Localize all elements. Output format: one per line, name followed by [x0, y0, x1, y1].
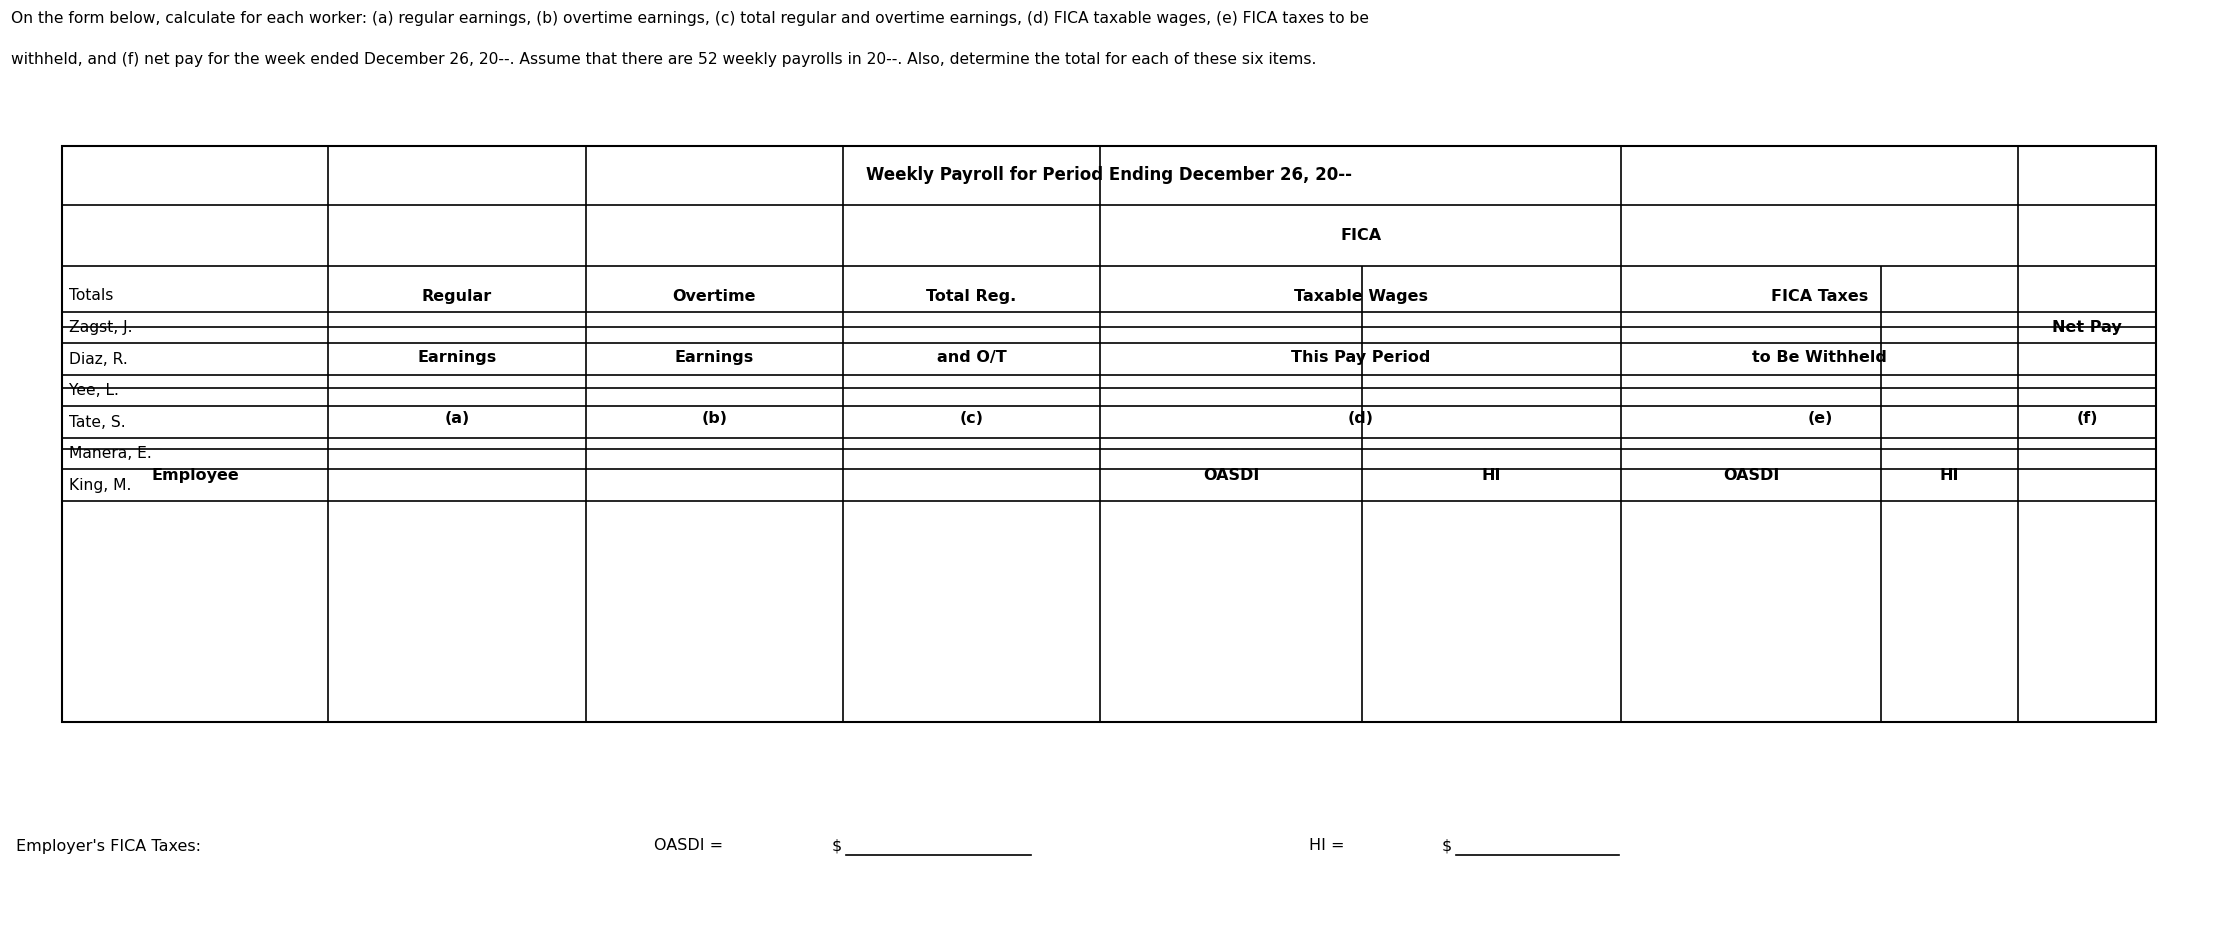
Text: Manera, E.: Manera, E.: [69, 446, 151, 462]
Text: This Pay Period: This Pay Period: [1291, 351, 1431, 365]
Text: (c): (c): [960, 412, 983, 426]
Text: (f): (f): [2076, 412, 2098, 426]
Text: OASDI: OASDI: [1723, 468, 1779, 482]
Bar: [62, 146, 2156, 722]
Text: Total Reg.: Total Reg.: [927, 290, 1016, 304]
Text: HI: HI: [1941, 468, 1958, 482]
Text: $: $: [832, 838, 843, 854]
Text: Yee, L.: Yee, L.: [69, 384, 120, 398]
Text: FICA Taxes: FICA Taxes: [1772, 290, 1868, 304]
Text: Earnings: Earnings: [674, 351, 754, 365]
Text: Overtime: Overtime: [672, 290, 756, 304]
Text: Diaz, R.: Diaz, R.: [69, 352, 129, 367]
Text: Employer's FICA Taxes:: Employer's FICA Taxes:: [16, 838, 200, 854]
Text: FICA: FICA: [1340, 228, 1382, 243]
Text: to Be Withheld: to Be Withheld: [1752, 351, 1888, 365]
Text: HI: HI: [1482, 468, 1502, 482]
Text: Tate, S.: Tate, S.: [69, 415, 126, 430]
Text: HI =: HI =: [1309, 838, 1344, 854]
Text: OASDI: OASDI: [1202, 468, 1260, 482]
Text: Totals: Totals: [69, 289, 113, 304]
Text: On the form below, calculate for each worker: (a) regular earnings, (b) overtime: On the form below, calculate for each wo…: [11, 11, 1369, 26]
Text: Employee: Employee: [151, 468, 240, 482]
Text: Weekly Payroll for Period Ending December 26, 20--: Weekly Payroll for Period Ending Decembe…: [865, 166, 1353, 184]
Text: $: $: [1442, 838, 1453, 854]
Text: (b): (b): [701, 412, 728, 426]
Text: (e): (e): [1808, 412, 1832, 426]
Text: Taxable Wages: Taxable Wages: [1293, 290, 1428, 304]
Text: Regular: Regular: [421, 290, 492, 304]
Text: and O/T: and O/T: [936, 351, 1007, 365]
Text: Net Pay: Net Pay: [2052, 320, 2123, 335]
Text: King, M.: King, M.: [69, 478, 131, 493]
Text: (a): (a): [444, 412, 470, 426]
Text: OASDI =: OASDI =: [654, 838, 723, 854]
Text: Zagst, J.: Zagst, J.: [69, 320, 133, 335]
Text: (d): (d): [1349, 412, 1373, 426]
Text: Earnings: Earnings: [417, 351, 497, 365]
Text: withheld, and (f) net pay for the week ended December 26, 20--. Assume that ther: withheld, and (f) net pay for the week e…: [11, 52, 1317, 67]
